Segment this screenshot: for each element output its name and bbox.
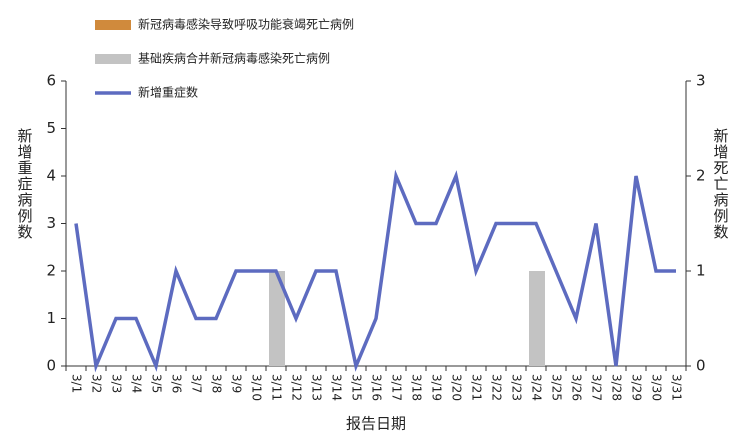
x-tick-label: 3/27 [590, 374, 604, 401]
legend-swatch [95, 20, 131, 30]
x-tick-label: 3/24 [530, 374, 544, 401]
x-tick-label: 3/17 [390, 374, 404, 401]
x-tick-label: 3/11 [270, 374, 284, 401]
x-tick-label: 3/23 [510, 374, 524, 401]
legend-label: 新冠病毒感染导致呼吸功能衰竭死亡病例 [138, 17, 354, 32]
y2-tick-label: 3 [696, 72, 706, 90]
x-tick-label: 3/26 [570, 374, 584, 401]
x-tick-label: 3/9 [230, 374, 244, 393]
y-axis-label: 新增重症病例数 [16, 128, 34, 240]
y-tick-label: 1 [46, 309, 56, 327]
bar [529, 271, 545, 366]
y-tick-label: 5 [46, 119, 56, 137]
x-tick-label: 3/4 [130, 374, 144, 393]
x-tick-label: 3/16 [370, 374, 384, 401]
x-tick-label: 3/12 [290, 374, 304, 401]
legend-label: 新增重症数 [138, 85, 198, 100]
y-tick-label: 3 [46, 214, 56, 232]
x-tick-label: 3/18 [410, 374, 424, 401]
bar [269, 271, 285, 366]
x-tick-label: 3/19 [430, 374, 444, 401]
x-tick-label: 3/20 [450, 374, 464, 401]
legend-label: 基础疾病合并新冠病毒感染死亡病例 [138, 51, 330, 66]
x-axis-label: 报告日期 [346, 415, 406, 433]
x-tick-label: 3/28 [610, 374, 624, 401]
y-tick-label: 4 [46, 167, 56, 185]
x-tick-label: 3/13 [310, 374, 324, 401]
y2-tick-label: 2 [696, 167, 706, 185]
x-tick-label: 3/3 [110, 374, 124, 393]
y-tick-label: 0 [46, 357, 56, 375]
x-tick-label: 3/25 [550, 374, 564, 401]
x-tick-label: 3/7 [190, 374, 204, 393]
legend-swatch [95, 54, 131, 64]
y-tick-label: 6 [46, 72, 56, 90]
x-tick-label: 3/2 [90, 374, 104, 393]
x-tick-label: 3/8 [210, 374, 224, 393]
x-tick-label: 3/6 [170, 374, 184, 393]
x-tick-label: 3/30 [650, 374, 664, 401]
x-tick-label: 3/31 [670, 374, 684, 401]
y2-tick-label: 0 [696, 357, 706, 375]
x-tick-label: 3/1 [70, 374, 84, 393]
x-tick-label: 3/29 [630, 374, 644, 401]
x-tick-label: 3/21 [470, 374, 484, 401]
x-tick-label: 3/22 [490, 374, 504, 401]
x-tick-label: 3/5 [150, 374, 164, 393]
line [74, 169, 676, 373]
y2-axis-label: 新增死亡病例数 [712, 128, 730, 240]
x-tick-label: 3/10 [250, 374, 264, 401]
y-tick-label: 2 [46, 262, 56, 280]
y2-tick-label: 1 [696, 262, 706, 280]
x-tick-label: 3/14 [330, 374, 344, 401]
x-tick-label: 3/15 [350, 374, 364, 401]
